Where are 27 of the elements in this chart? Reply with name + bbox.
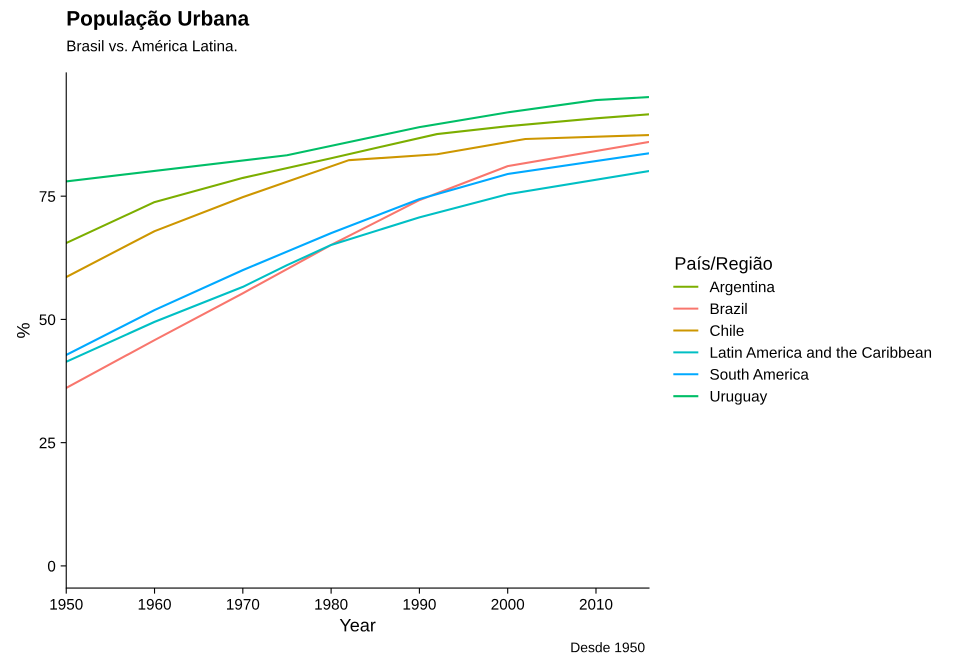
y-axis-title: %: [17, 323, 30, 338]
x-axis-title: Year: [340, 618, 376, 632]
x-tick-label: 1990: [404, 598, 436, 610]
legend-label: Argentina: [710, 281, 775, 296]
chart-title: População Urbana: [68, 10, 250, 30]
legend-label: Latin America and the Caribbean: [710, 346, 932, 358]
legend-label: Brazil: [710, 302, 747, 314]
legend-label: South America: [710, 368, 809, 380]
x-tick-label: 1950: [50, 598, 83, 610]
line-series: [66, 140, 649, 389]
y-tick-label: 75: [40, 191, 56, 202]
y-tick-label: 25: [40, 438, 56, 448]
chart-subtitle: Brasil vs. América Latina.: [67, 40, 236, 52]
line-series: [66, 134, 649, 278]
y-tick-label: 50: [39, 314, 56, 326]
x-tick-label: 1970: [226, 598, 260, 610]
legend-label: Uruguay: [710, 390, 768, 405]
legend-label: Chile: [710, 324, 744, 336]
x-tick-label: 2000: [491, 598, 524, 610]
legend-title: País/Região: [676, 256, 772, 274]
x-tick-label: 1960: [138, 598, 171, 610]
x-tick-label: 2010: [580, 598, 612, 610]
x-tick-label: 1980: [315, 598, 348, 610]
line-series: [66, 96, 649, 182]
line-series: [66, 113, 649, 244]
y-tick-label: 0: [48, 560, 56, 572]
text: Desde 1950: [571, 642, 645, 652]
